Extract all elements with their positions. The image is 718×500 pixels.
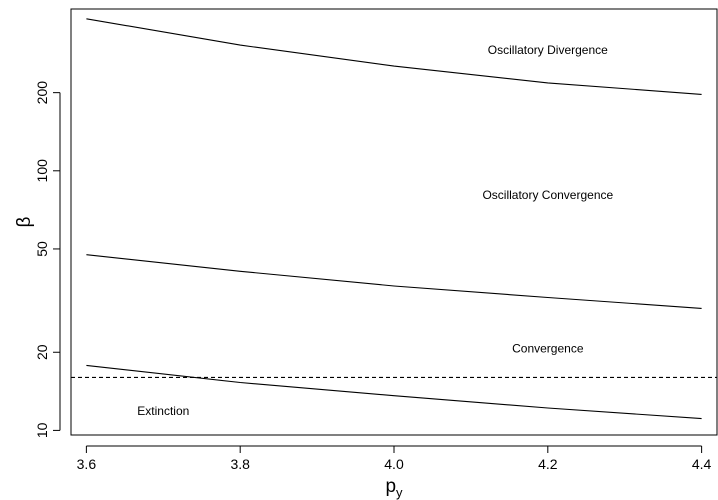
- x-tick-label: 4.2: [538, 456, 558, 472]
- boundary-line-2: [86, 254, 702, 309]
- region-label: Oscillatory Convergence: [482, 188, 613, 202]
- x-axis-label: py: [385, 476, 403, 500]
- y-tick-label: 10: [34, 422, 50, 438]
- x-axis-label-subscript: y: [396, 485, 403, 500]
- x-tick-label: 3.6: [77, 456, 97, 472]
- region-label: Oscillatory Divergence: [488, 43, 608, 57]
- region-label: Convergence: [512, 342, 584, 356]
- annotations: Oscillatory Divergence Oscillatory Conver…: [137, 43, 613, 418]
- boundary-line-3: [86, 364, 702, 420]
- y-axis-label: β: [14, 216, 35, 227]
- x-tick-label: 4.0: [384, 456, 404, 472]
- x-axis-label-main: p: [385, 476, 396, 497]
- region-label: Extinction: [137, 404, 189, 418]
- plot-area: [71, 18, 717, 420]
- y-tick-label: 100: [34, 159, 50, 183]
- plot-frame: [70, 8, 718, 436]
- x-tick-label: 4.4: [692, 456, 712, 472]
- y-tick-label: 50: [34, 241, 50, 257]
- x-axis: 3.6 3.8 4.0 4.2 4.4: [77, 445, 712, 472]
- y-axis: 10 20 50 100 200: [34, 81, 61, 438]
- y-tick-label: 20: [34, 344, 50, 360]
- x-tick-label: 3.8: [230, 456, 250, 472]
- y-tick-label: 200: [34, 81, 50, 105]
- boundary-line-1: [86, 18, 702, 95]
